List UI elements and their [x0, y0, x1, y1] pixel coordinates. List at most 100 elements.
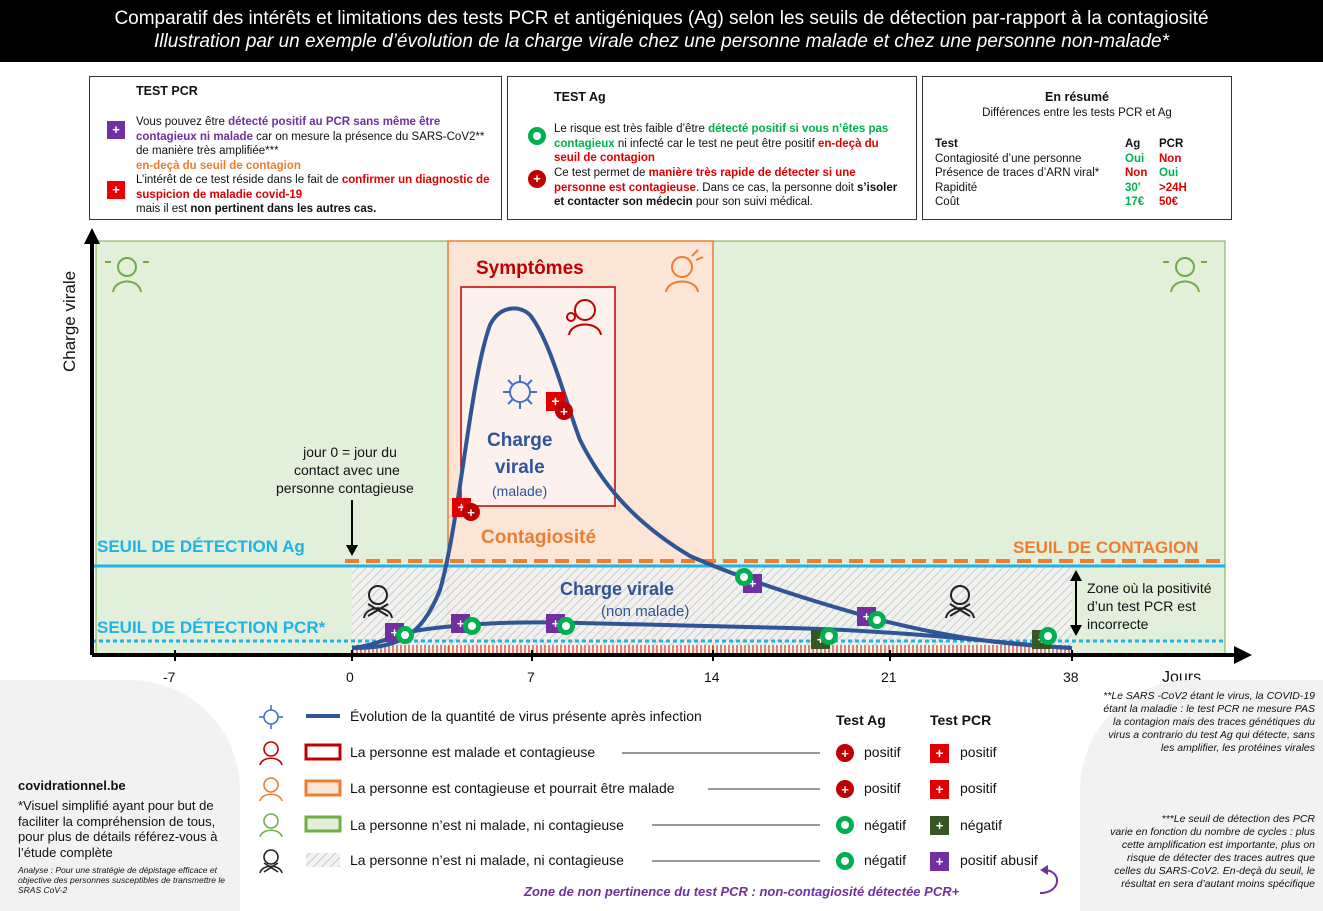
svg-text:+: +: [936, 818, 944, 833]
zone-label-3: incorrecte: [1087, 616, 1149, 632]
person-crossed-icon: [363, 585, 393, 619]
tick-label: 7: [527, 669, 535, 685]
person-sick-icon: [566, 299, 602, 336]
svg-text:+: +: [467, 505, 475, 520]
y-axis-label: Charge virale: [60, 270, 79, 372]
pcr-box-title: TEST PCR: [136, 84, 198, 98]
pcr-p2-c: mais il est: [136, 203, 191, 215]
table-row: Coût 17€ 50€: [935, 195, 1191, 210]
svg-text:+: +: [935, 745, 943, 761]
virus-icon: [503, 375, 537, 409]
legend-virus-icon: [259, 705, 283, 729]
charge-malade-label-1: Charge: [487, 430, 553, 451]
table-row: Présence de traces d’ARN viral* Non Oui: [935, 166, 1191, 181]
person-healthy-icon: [1163, 257, 1207, 293]
legend-item-text: La personne est malade et contagieuse: [350, 744, 596, 760]
pcr-p2-d: non pertinent dans les autres cas.: [190, 203, 377, 215]
summary-header-pcr: PCR: [1159, 138, 1184, 150]
ag-p1-c: ni infecté car le test ne peut être posi…: [614, 137, 818, 150]
marker-ag-negative: [735, 568, 753, 586]
legend-crossed-icon: [259, 849, 283, 874]
summary-title: En résumé: [1045, 90, 1109, 104]
marker-ag-negative: [463, 617, 481, 635]
footer-note-pcr-threshold: ***Le seuil de détection des PCR varie e…: [1110, 813, 1315, 890]
summary-row-label: Présence de traces d’ARN viral*: [935, 167, 1100, 179]
pcr-p2-b: confirmer un diagnostic de suspicion de …: [136, 174, 490, 201]
summary-row-pcr: >24H: [1159, 181, 1187, 194]
legend-item-text: Évolution de la quantité de virus présen…: [350, 708, 702, 724]
legend-ag-result: négatif: [864, 852, 907, 868]
pcr-p1-d: en-deçà du seuil de contagion: [136, 159, 301, 172]
seuil-pcr-label: SEUIL DE DÉTECTION PCR*: [97, 618, 326, 637]
tick-label: 21: [881, 669, 897, 685]
zone-arrow-down: [1070, 625, 1082, 636]
legend-pcr-result: négatif: [960, 817, 1003, 833]
legend-ag-positive-marker: +: [836, 780, 854, 798]
marker-ag-negative: [396, 626, 414, 644]
footer-note-sars: **Le SARS -CoV2 étant le virus, la COVID…: [1103, 690, 1315, 754]
summary-row-label: Rapidité: [935, 181, 978, 194]
ag-box-paragraph-2: Ce test permet de manière très rapide de…: [554, 166, 904, 210]
marker-ag-negative: [557, 617, 575, 635]
legend-header-ag: Test Ag: [836, 712, 886, 728]
svg-text:+: +: [841, 746, 849, 761]
x-axis-arrow: [1234, 646, 1252, 664]
tick-label: 14: [704, 669, 720, 685]
svg-text:+: +: [457, 616, 465, 631]
pcr-p1-c: car on mesure la présence du SARS-CoV2**…: [136, 130, 485, 158]
legend-pcr-result: positif abusif: [960, 852, 1038, 868]
zone-note-arrow: [1039, 869, 1058, 894]
summary-box: En résumé Différences entre les tests PC…: [922, 76, 1232, 220]
summary-row-label: Coût: [935, 196, 960, 208]
summary-table: Test Ag PCR Contagiosité d’une personne …: [935, 137, 1191, 210]
zone-note-arrow-head: [1040, 865, 1048, 875]
page-subtitle: Illustration par un exemple d’évolution …: [153, 31, 1170, 52]
summary-row-ag: Non: [1125, 167, 1148, 179]
legend-pcr-result: positif: [960, 780, 997, 796]
summary-row-pcr: Oui: [1159, 167, 1179, 179]
charge-malade-label-2: virale: [495, 457, 545, 478]
marker-ag-positive: +: [462, 503, 480, 521]
zone-arrow-up: [1070, 570, 1082, 581]
marker-ag-negative: [868, 611, 886, 629]
site-name: covidrationnel.be: [18, 778, 126, 793]
legend-contagious-icon: [259, 777, 283, 802]
summary-row-pcr: Non: [1159, 152, 1182, 165]
legend-pcr-positive-marker: +: [930, 780, 949, 799]
ag-p2-c: . Dans ce cas, la personne doit: [695, 181, 857, 194]
seuil-ag-label: SEUIL DE DÉTECTION Ag: [97, 537, 305, 556]
marker-ag-negative: [1039, 627, 1057, 645]
marker-ag-positive: +: [555, 402, 573, 420]
tick-label: -7: [163, 669, 176, 685]
legend-pcr-positive-marker: +: [930, 744, 949, 763]
legend-ag-positive-marker: +: [836, 744, 854, 762]
svg-text:+: +: [749, 576, 757, 591]
seuil-contagion-label: SEUIL DE CONTAGION: [1013, 538, 1199, 557]
pcr-red-plus-icon: +: [107, 181, 125, 199]
ag-info-box: TEST Ag Le risque est très faible d’être…: [507, 76, 917, 220]
legend-swatch-sick: [304, 743, 342, 761]
summary-header-ag: Ag: [1125, 138, 1141, 150]
person-contagious-icon: [665, 249, 704, 293]
y-axis-arrow: [84, 228, 100, 244]
jour0-arrow-head: [346, 545, 358, 556]
legend-ag-result: positif: [864, 744, 901, 760]
svg-text:+: +: [936, 854, 944, 869]
symptoms-label: Symptômes: [476, 258, 584, 279]
header: Comparatif des intérêts et limitations d…: [0, 0, 1323, 62]
legend-swatch-hatched: [306, 853, 340, 867]
tick-label: 0: [346, 669, 354, 685]
svg-text:+: +: [391, 625, 399, 640]
zone-note: Zone de non pertinence du test PCR : non…: [524, 884, 960, 899]
ag-p2-e: pour son suivi médical.: [692, 196, 813, 208]
table-row: Contagiosité d’une personne Oui Non: [935, 152, 1191, 167]
zone-label-1: Zone où la positivité: [1087, 580, 1212, 596]
ag-p1-b: détecté positif si vous n’êtes pas conta…: [554, 123, 889, 150]
pcr-purple-plus-icon: +: [107, 121, 125, 139]
legend-item-text: La personne n’est ni malade, ni contagie…: [350, 817, 624, 833]
legend-swatch-healthy: [304, 815, 342, 833]
charge-nonmalade-label-1: Charge virale: [560, 579, 675, 599]
legend-ag-result: positif: [864, 780, 901, 796]
legend-swatch-contagious: [304, 779, 342, 797]
tick-label: 38: [1063, 669, 1079, 685]
